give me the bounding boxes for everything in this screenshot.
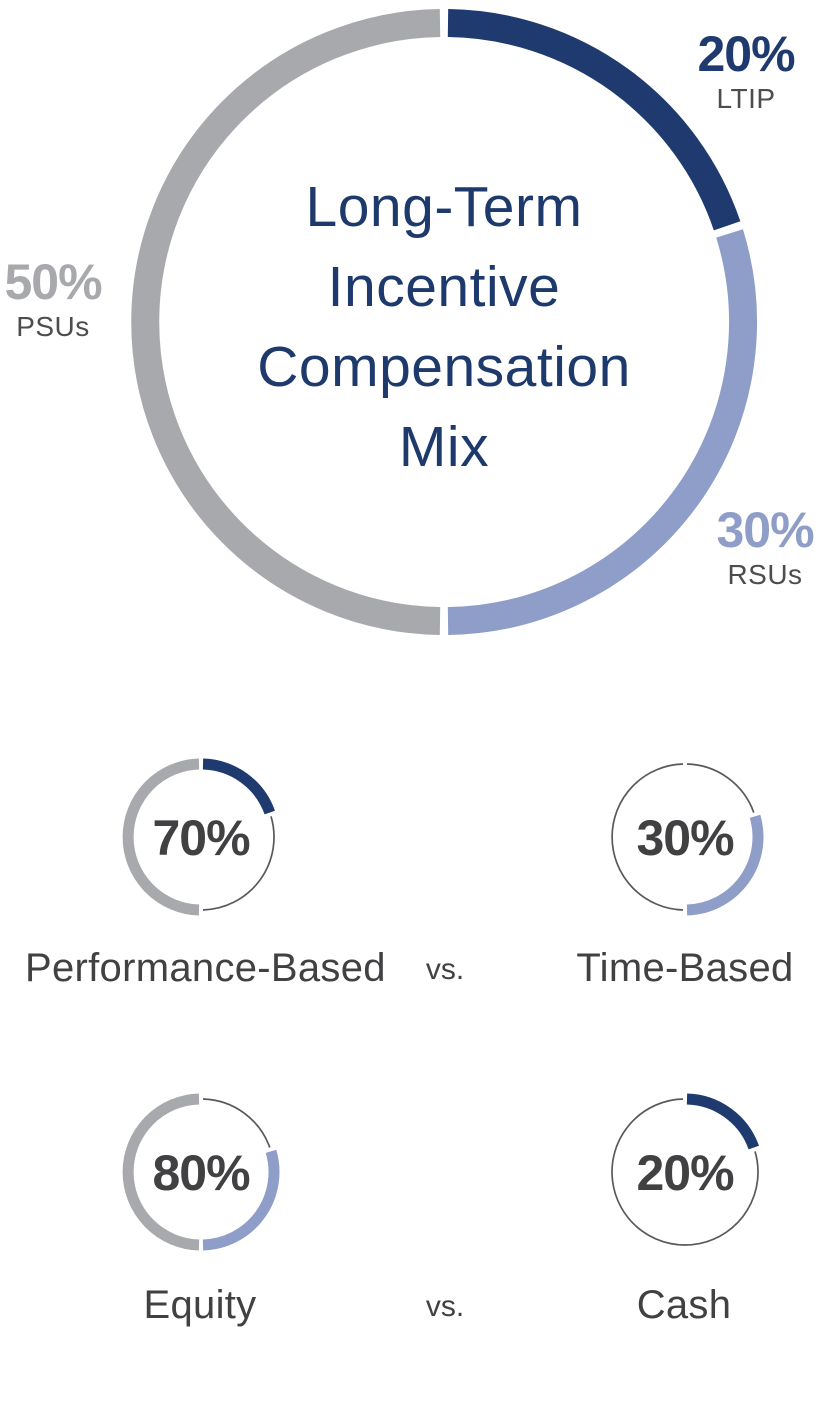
ltip-callout: 20% LTIP: [666, 28, 826, 114]
remainder-arc-segment: [202, 1098, 271, 1148]
LTIP-arc-segment: [447, 9, 741, 231]
PSUs-arc-segment: [122, 1093, 200, 1251]
RSUs-arc-segment: [686, 814, 764, 916]
time-based-ring-chart: [611, 763, 764, 916]
remainder-arc-segment: [686, 763, 755, 813]
equity-percent-value: 80%: [152, 1145, 250, 1201]
remainder-arc-segment: [611, 763, 684, 911]
performance-based-caption: Performance-Based: [25, 946, 386, 990]
chart-title: Long-Term Incentive Compensation Mix: [224, 167, 664, 487]
chart-title-line-1: Long-Term: [305, 175, 583, 239]
performance-based-percent-value: 70%: [152, 810, 250, 866]
cash-ring-chart: [611, 1093, 759, 1246]
time-based-percent-value: 30%: [636, 810, 734, 866]
performance-based-ring-chart: [122, 758, 275, 916]
vs-label-1: vs.: [425, 953, 465, 986]
cash-percent-value: 20%: [636, 1145, 734, 1201]
rsus-label: RSUs: [727, 559, 803, 590]
LTIP-arc-segment: [686, 1093, 759, 1150]
chart-title-line-3: Compensation: [257, 335, 631, 399]
chart-title-line-4: Mix: [398, 415, 490, 479]
psus-label: PSUs: [16, 311, 90, 342]
equity-ring-chart: [122, 1093, 280, 1251]
rsus-percent-value: 30%: [716, 502, 814, 558]
chart-title-line-2: Incentive: [327, 255, 561, 319]
ltip-percent-value: 20%: [697, 26, 795, 82]
psus-callout: 50% PSUs: [0, 256, 109, 342]
rsus-callout: 30% RSUs: [705, 504, 825, 590]
PSUs-arc-segment: [122, 758, 200, 916]
equity-caption: Equity: [143, 1283, 257, 1327]
cash-caption: Cash: [636, 1283, 732, 1327]
ltip-label: LTIP: [716, 83, 776, 114]
psus-percent-value: 50%: [4, 254, 102, 310]
LTIP-arc-segment: [202, 758, 275, 815]
RSUs-arc-segment: [202, 1149, 280, 1251]
PSUs-arc-segment: [131, 9, 441, 635]
time-based-caption: Time-Based: [576, 946, 794, 990]
remainder-arc-segment: [202, 816, 275, 911]
RSUs-arc-segment: [447, 229, 757, 635]
remainder-arc-segment: [611, 1098, 759, 1246]
vs-label-2: vs.: [425, 1290, 465, 1323]
lti-mix-donut-chart: [131, 9, 757, 635]
